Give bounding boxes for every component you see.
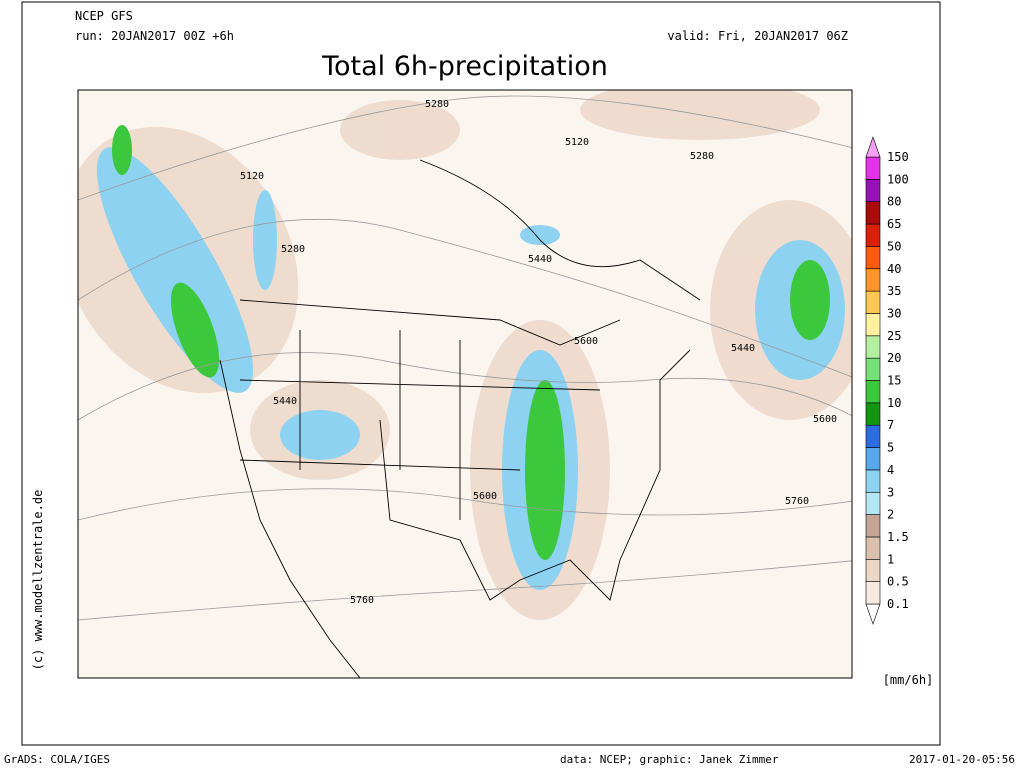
colorbar-label: 0.5 [887,575,909,589]
colorbar-box [865,514,881,538]
colorbar-label: 5 [887,441,894,455]
map-border [77,89,853,679]
colorbar-box [865,581,881,605]
colorbar-box [865,380,881,404]
contour-label: 5440 [731,343,755,354]
colorbar-label: 50 [887,239,901,253]
contour-label: 5760 [350,595,374,606]
frame [21,1,941,746]
contour-label: 5280 [281,244,305,255]
footer-left: GrADS: COLA/IGES [4,753,110,766]
colorbar-box [865,335,881,359]
boundaries [219,159,701,678]
colorbar-box [865,201,881,225]
footer-right: 2017-01-20-05:56 [909,753,1015,766]
colorbar-label: 35 [887,284,901,298]
colorbar-box [865,536,881,560]
colorbar-label: 1 [887,552,894,566]
contour-label: 5440 [273,396,297,407]
colorbar-box [865,156,881,180]
colorbar-label: 20 [887,351,901,365]
contours [78,95,852,621]
colorbar-label: 80 [887,195,901,209]
colorbar: 0.1 0.5 1 1.5 2 3 4 5 7 10 15 20 25 30 35 40 50 65 80 100 15… [865,136,909,625]
colorbar-box [865,447,881,471]
colorbar-box [865,424,881,448]
heavy-precip [112,125,830,560]
colorbar-label: 1.5 [887,530,909,544]
contour-label: 5440 [528,254,552,265]
colorbar-box [865,268,881,292]
contour-label: 5600 [473,491,497,502]
colorbar-label: 7 [887,418,894,432]
colorbar-label: 100 [887,172,909,186]
colorbar-box [865,491,881,515]
contour-label: 5280 [425,99,449,110]
colorbar-box [865,558,881,582]
colorbar-box [865,246,881,270]
colorbar-label: 25 [887,329,901,343]
colorbar-label: 3 [887,485,894,499]
title: Total 6h-precipitation [321,51,608,82]
contour-label: 5120 [565,137,589,148]
contour-label: 5760 [785,496,809,507]
colorbar-unit: [mm/6h] [883,673,934,687]
colorbar-box [865,313,881,337]
contour-label: 5120 [240,171,264,182]
colorbar-label: 65 [887,217,901,231]
contour-label: 5600 [813,414,837,425]
colorbar-box [865,290,881,314]
model-name: NCEP GFS [75,9,133,23]
credit: (c) www.modellzentrale.de [31,490,45,671]
run-info: run: 20JAN2017 00Z +6h [75,29,234,43]
colorbar-label: 2 [887,508,894,522]
colorbar-box [865,223,881,247]
colorbar-label: 15 [887,374,901,388]
colorbar-box [865,179,881,203]
colorbar-label: 10 [887,396,901,410]
colorbar-label: 4 [887,463,894,477]
colorbar-box [865,357,881,381]
contour-labels: 5280 5120 5280 5120 5280 5440 5600 5440 5440 5600… [240,99,837,606]
map: 5280 5120 5280 5120 5280 5440 5600 5440 5440 5600… [77,89,853,679]
colorbar-label: 40 [887,262,901,276]
footer-center: data: NCEP; graphic: Janek Zimmer [560,753,779,766]
colorbar-box [865,469,881,493]
colorbar-tri-bottom [865,603,881,625]
colorbar-box [865,402,881,426]
colorbar-label: 150 [887,150,909,164]
colorbar-label: 30 [887,306,901,320]
contour-label: 5600 [574,336,598,347]
map-layer: 5280 5120 5280 5120 5280 5440 5600 5440 5440 5600… [78,90,852,678]
colorbar-tri-top [865,136,881,158]
contour-label: 5280 [690,151,714,162]
valid-info: valid: Fri, 20JAN2017 06Z [667,29,848,43]
colorbar-label: 0.1 [887,597,909,611]
